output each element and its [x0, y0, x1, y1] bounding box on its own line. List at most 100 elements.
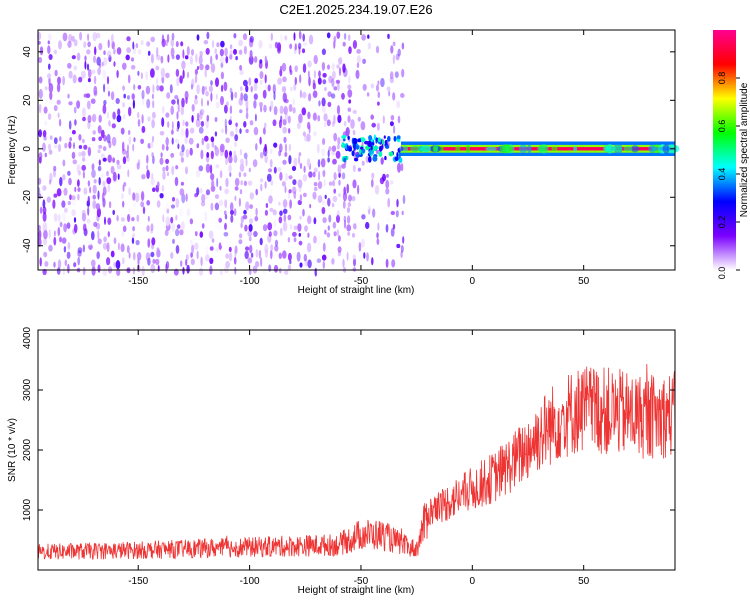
heatmap-cell: [298, 155, 301, 165]
heatmap-cell: [387, 33, 390, 40]
heatmap-cell: [259, 136, 262, 145]
colorbar-tick-label: 0.8: [717, 72, 727, 85]
heatmap-cell: [255, 248, 259, 258]
heatmap-cell: [117, 173, 120, 180]
heatmap-cell: [284, 35, 288, 41]
heatmap-cell: [150, 53, 154, 64]
heatmap-cell: [179, 207, 184, 217]
heatmap-cell: [361, 214, 366, 220]
heatmap-cell: [210, 136, 215, 143]
heatmap-cell: [194, 95, 198, 100]
heatmap-cell: [199, 231, 204, 238]
bottom-y-axis-label: SNR (10 * v/v): [7, 418, 18, 482]
heatmap-cell: [333, 231, 337, 237]
heatmap-cell: [299, 262, 303, 268]
heatmap-cell: [49, 179, 52, 185]
heatmap-cell: [268, 195, 273, 204]
heatmap-cell: [289, 259, 292, 265]
y-tick-label: -20: [22, 190, 33, 205]
heatmap-cell: [71, 198, 77, 207]
heatmap-cell: [214, 217, 218, 222]
heatmap-cell: [353, 223, 357, 230]
heatmap-cell: [299, 194, 303, 202]
heatmap-cell: [157, 265, 160, 272]
heatmap-cell: [76, 164, 81, 173]
heatmap-cell: [279, 33, 283, 43]
heatmap-cell: [87, 206, 90, 216]
chart-title: C2E1.2025.234.19.07.E26: [279, 2, 432, 17]
heatmap-cell: [190, 49, 195, 56]
heatmap-cell: [239, 109, 243, 114]
heatmap-cell: [132, 143, 135, 152]
heatmap-cell: [133, 84, 136, 91]
heatmap-cell: [133, 202, 137, 208]
heatmap-cell: [126, 156, 130, 162]
heatmap-cell: [107, 183, 111, 193]
heatmap-cell: [270, 249, 273, 260]
heatmap-cell: [253, 100, 257, 109]
heatmap-cell: [308, 34, 314, 45]
heatmap-cell: [78, 134, 82, 141]
heatmap-cell: [243, 172, 247, 177]
heatmap-cell: [258, 249, 262, 259]
heatmap-cell: [93, 179, 97, 184]
x-tick-label: 50: [578, 576, 590, 587]
heatmap-cell: [151, 237, 156, 246]
heatmap-cell: [53, 213, 58, 222]
heatmap-cell: [312, 260, 318, 269]
heatmap-cell: [253, 231, 258, 237]
heatmap-cell: [342, 200, 346, 209]
heatmap-cell: [110, 91, 115, 101]
heatmap-cell: [270, 32, 273, 41]
heatmap-cell: [346, 224, 352, 232]
heatmap-cell: [90, 98, 96, 104]
heatmap-cell: [258, 61, 263, 69]
heatmap-cell: [146, 169, 150, 179]
heatmap-cell: [126, 47, 131, 54]
heatmap-cell: [189, 55, 193, 65]
heatmap-cell: [78, 76, 83, 83]
heatmap-cell: [225, 137, 230, 144]
heatmap-cell: [229, 87, 233, 94]
heatmap-cell: [400, 93, 405, 98]
heatmap-cell: [121, 55, 125, 62]
heatmap-cell: [185, 193, 188, 202]
heatmap-cell: [93, 85, 98, 96]
heatmap-cell: [132, 232, 135, 239]
heatmap-cell: [97, 149, 101, 154]
heatmap-cell: [335, 79, 340, 84]
heatmap-cell: [90, 69, 96, 75]
heatmap-cell: [102, 69, 107, 80]
heatmap-cell: [82, 266, 86, 276]
colorbar-tick-label: 0.6: [717, 120, 727, 133]
heatmap-cell: [162, 170, 166, 180]
heatmap-cell: [94, 46, 97, 56]
heatmap-cell: [85, 93, 91, 99]
heatmap-cell: [240, 92, 244, 101]
heatmap-cell: [243, 180, 247, 186]
heatmap-cell: [155, 65, 160, 71]
heatmap-cell: [306, 133, 311, 142]
heatmap-cell: [147, 238, 151, 248]
heatmap-cell: [385, 188, 390, 195]
heatmap-cell: [87, 41, 91, 48]
heatmap-cell: [348, 99, 352, 104]
heatmap-cell: [386, 173, 389, 178]
heatmap-cell: [69, 194, 72, 201]
heatmap-cell: [282, 250, 287, 259]
heatmap-cell: [277, 42, 282, 52]
heatmap-cell: [171, 222, 175, 232]
heatmap-cell: [87, 68, 92, 79]
heatmap-cell: [205, 64, 210, 71]
heatmap-cell: [267, 84, 271, 92]
heatmap-cell: [220, 40, 225, 48]
heatmap-cell: [277, 167, 282, 172]
heatmap-cell: [385, 258, 389, 268]
heatmap-cell: [200, 187, 203, 194]
heatmap-cell: [388, 90, 391, 97]
heatmap-cell: [234, 134, 239, 142]
snr-chart: -150 -100 -50 0 50 1000 2000 3000 4000 Height of…: [7, 326, 676, 596]
heatmap-cell: [150, 68, 155, 78]
heatmap-cell: [249, 192, 255, 200]
heatmap-cell: [161, 34, 165, 44]
